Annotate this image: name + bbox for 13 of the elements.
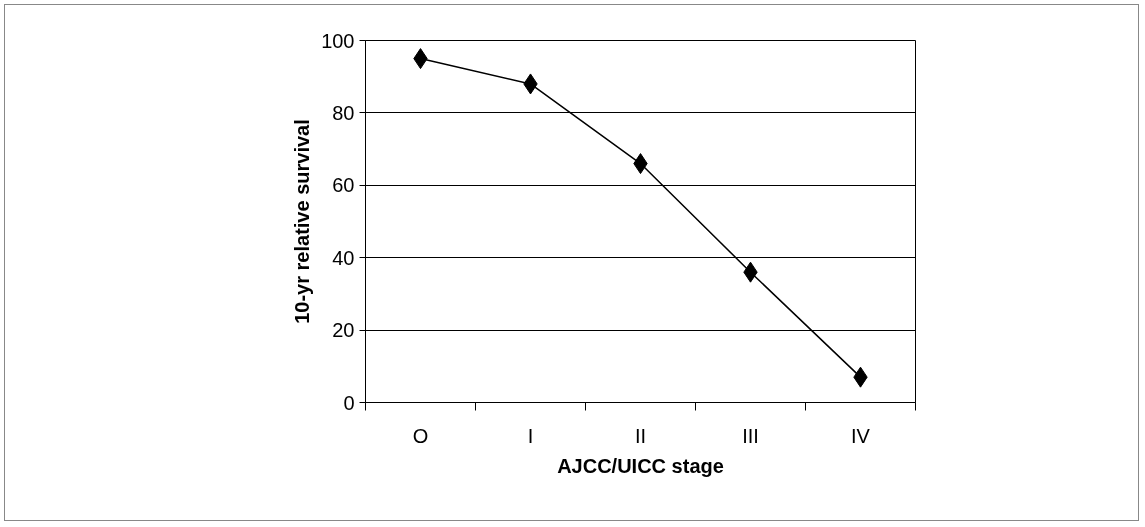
x-tick-label: O (412, 424, 429, 447)
x-tick-label: III (742, 424, 759, 447)
y-tick-label: 20 (332, 319, 355, 342)
x-axis-title: AJCC/UICC stage (557, 454, 724, 477)
x-tick-label: IV (851, 424, 871, 447)
y-tick-label: 40 (332, 246, 355, 269)
y-tick-label: 100 (321, 29, 355, 52)
y-tick-label: 80 (332, 101, 355, 124)
x-tick-label: I (527, 424, 534, 447)
y-tick-label: 60 (332, 174, 355, 197)
x-tick-label: II (634, 424, 647, 447)
y-axis-title: 10-yr relative survival (291, 119, 314, 324)
y-tick-label: 0 (343, 391, 355, 414)
